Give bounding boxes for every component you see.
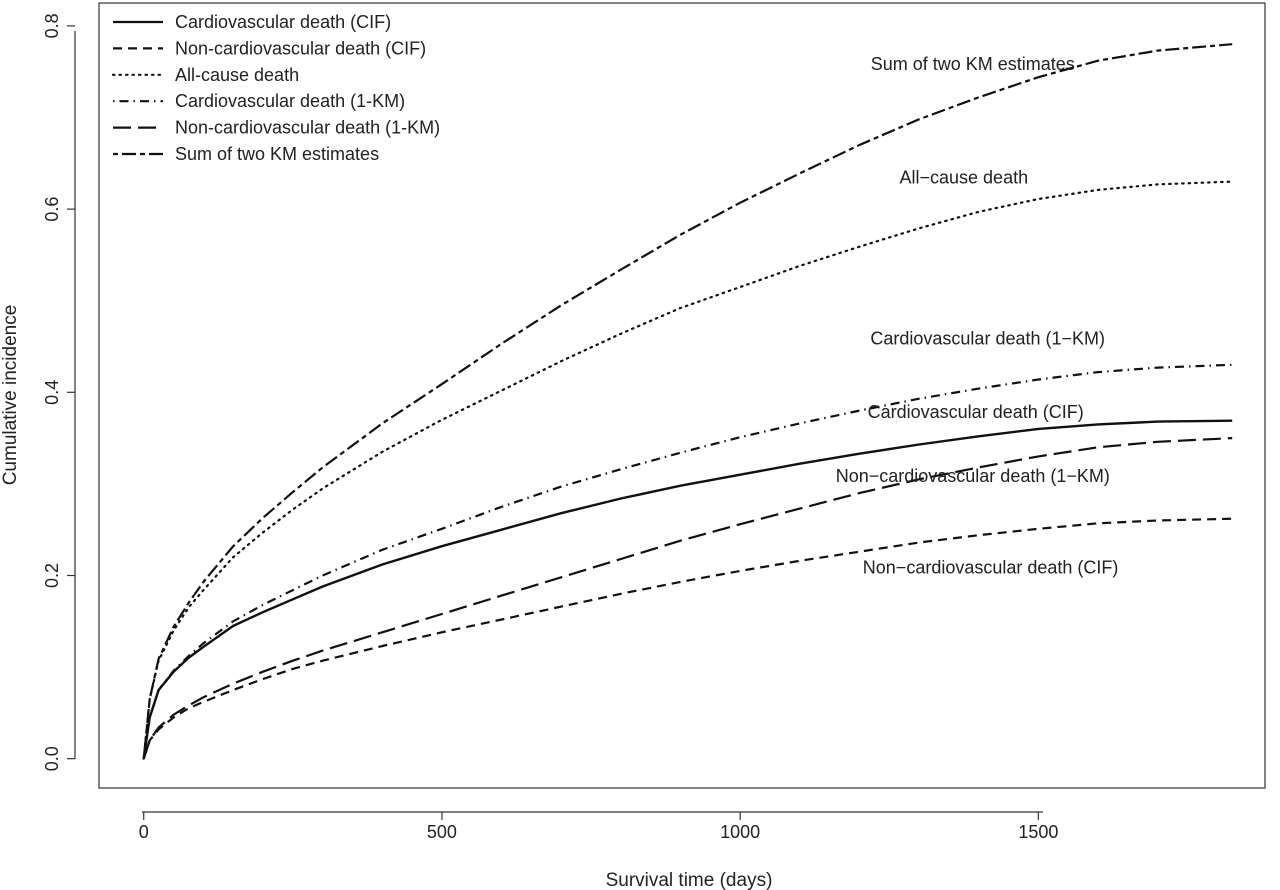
curve-all-cause-death <box>142 180 1234 760</box>
curve-label-sum-of-two-km-estimates: Sum of two KM estimates <box>871 54 1075 74</box>
legend-label-cardiovascular-death-cif: Cardiovascular death (CIF) <box>175 12 391 32</box>
y-tick-label: 0.6 <box>42 197 62 222</box>
curve-label-cardiovascular-death-1-km: Cardiovascular death (1−KM) <box>870 329 1105 349</box>
curve-label-cardiovascular-death-cif: Cardiovascular death (CIF) <box>868 402 1084 422</box>
plot-frame <box>98 2 1266 789</box>
y-axis-label: Cumulative incidence <box>0 305 21 486</box>
y-axis: 0.0 0.2 0.4 0.6 0.8 <box>42 13 76 771</box>
legend-label-non-cardiovascular-death-cif: Non-cardiovascular death (CIF) <box>175 38 426 58</box>
y-tick-label: 0.4 <box>42 380 62 405</box>
legend-label-all-cause-death: All-cause death <box>175 65 299 85</box>
legend-label-sum-of-two-km-estimates: Sum of two KM estimates <box>175 144 379 164</box>
y-tick-label: 0.0 <box>42 746 62 771</box>
x-tick-label: 500 <box>427 822 457 842</box>
curve-cardiovascular-death-cif <box>142 419 1233 759</box>
y-tick-label: 0.2 <box>42 563 62 588</box>
curve-sum-of-two-km-estimates <box>142 43 1233 759</box>
curve-cardiovascular-death-1-km <box>142 363 1233 759</box>
curve-label-non-cardiovascular-death-1-km: Non−cardiovascular death (1−KM) <box>836 466 1110 486</box>
x-tick-label: 1000 <box>720 822 760 842</box>
legend: Cardiovascular death (CIF) Non-cardiovasc… <box>111 12 440 164</box>
curve-labels-layer: Cardiovascular death (CIF) Non−cardiovasc… <box>836 54 1119 578</box>
curve-label-non-cardiovascular-death-cif: Non−cardiovascular death (CIF) <box>863 558 1119 578</box>
y-tick-label: 0.8 <box>42 13 62 38</box>
curve-non-cardiovascular-death-1-km <box>142 437 1233 760</box>
curve-label-all-cause-death: All−cause death <box>900 167 1029 187</box>
x-axis-label: Survival time (days) <box>606 870 773 890</box>
legend-label-cardiovascular-death-1-km: Cardiovascular death (1-KM) <box>175 91 405 111</box>
x-tick-label: 0 <box>139 822 149 842</box>
legend-label-non-cardiovascular-death-1-km: Non-cardiovascular death (1-KM) <box>175 118 440 138</box>
curve-non-cardiovascular-death-cif <box>142 517 1233 760</box>
x-axis: 0 500 1000 1500 <box>139 811 1058 842</box>
x-tick-label: 1500 <box>1018 822 1058 842</box>
curves-layer <box>142 43 1234 760</box>
